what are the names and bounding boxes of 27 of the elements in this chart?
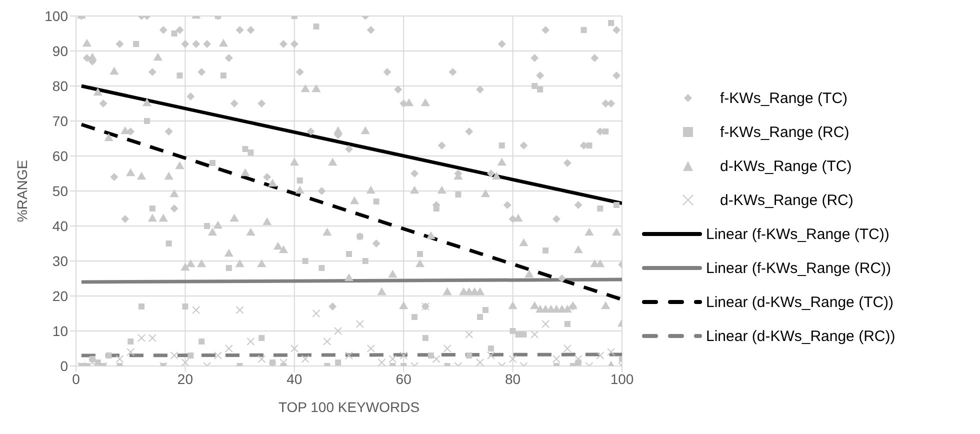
y-axis-title: %RANGE [14,160,30,222]
y-tick-label: 0 [60,358,68,374]
y-tick-label: 30 [52,252,68,269]
y-tick-label: 50 [52,182,68,199]
y-tick-label: 80 [52,78,68,94]
x-tick-label: 40 [286,370,302,387]
legend-label: d-KWs_Range (TC) [720,158,852,174]
y-tick-label: 10 [52,322,68,339]
x-tick-label: 20 [177,370,194,387]
x-tick-label: 60 [396,370,412,387]
x-tick-label: 0 [72,370,80,387]
legend-label: f-KWs_Range (TC) [720,90,848,106]
x-tick-label: 80 [505,370,521,387]
legend-label: Linear (d-KWs_Range (RC)) [706,328,896,344]
legend-label: f-KWs_Range (RC) [720,124,850,140]
y-tick-label: 20 [52,288,68,304]
legend-label: d-KWs_Range (RC) [720,192,854,208]
y-tick-label: 70 [52,112,68,129]
legend-label: Linear (f-KWs_Range (TC)) [706,226,890,242]
x-axis-title: TOP 100 KEYWORDS [278,399,420,415]
x-tick-label: 100 [610,370,634,387]
legend-label: Linear (d-KWs_Range (TC)) [706,294,894,310]
y-tick-label: 100 [44,8,68,24]
y-tick-label: 90 [52,42,68,59]
y-tick-label: 40 [52,218,68,234]
legend-label: Linear (f-KWs_Range (RC)) [706,260,892,276]
y-tick-label: 60 [52,148,68,164]
